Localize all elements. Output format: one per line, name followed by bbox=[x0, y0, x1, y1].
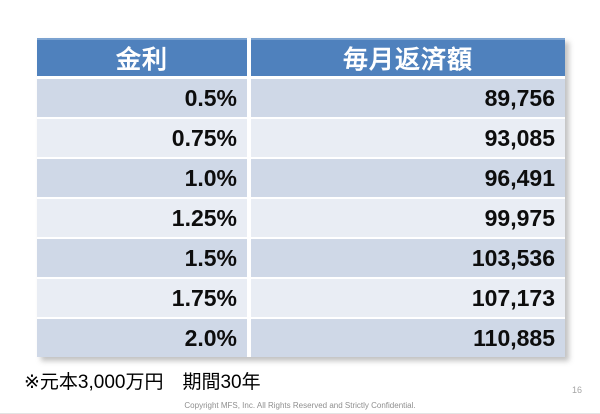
copyright-text: Copyright MFS, Inc. All Rights Reserved … bbox=[184, 401, 416, 410]
column-divider bbox=[247, 38, 251, 76]
header-payment: 毎月返済額 bbox=[251, 38, 565, 76]
table-row: 1.25% 99,975 bbox=[37, 199, 565, 237]
rate-cell: 0.75% bbox=[37, 119, 247, 157]
table-row: 2.0% 110,885 bbox=[37, 319, 565, 357]
page-number: 16 bbox=[571, 385, 582, 395]
table-row: 1.75% 107,173 bbox=[37, 279, 565, 317]
table-body: 0.5% 89,756 0.75% 93,085 1.0% 96,491 1.2… bbox=[37, 79, 565, 357]
table-row: 1.0% 96,491 bbox=[37, 159, 565, 197]
footnote: ※元本3,000万円 期間30年 bbox=[24, 372, 261, 393]
column-divider bbox=[247, 199, 251, 237]
payment-cell: 99,975 bbox=[251, 199, 565, 237]
column-divider bbox=[247, 119, 251, 157]
payment-cell: 103,536 bbox=[251, 239, 565, 277]
payment-cell: 89,756 bbox=[251, 79, 565, 117]
payment-cell: 96,491 bbox=[251, 159, 565, 197]
column-divider bbox=[247, 79, 251, 117]
rate-cell: 0.5% bbox=[37, 79, 247, 117]
column-divider bbox=[247, 279, 251, 317]
rate-cell: 1.5% bbox=[37, 239, 247, 277]
header-rate: 金利 bbox=[37, 38, 247, 76]
loan-repayment-table: 金利 毎月返済額 0.5% 89,756 0.75% 93,085 1.0% 9… bbox=[37, 38, 565, 357]
rate-cell: 2.0% bbox=[37, 319, 247, 357]
table-row: 0.5% 89,756 bbox=[37, 79, 565, 117]
table-header-row: 金利 毎月返済額 bbox=[37, 38, 565, 76]
payment-cell: 93,085 bbox=[251, 119, 565, 157]
table-row: 1.5% 103,536 bbox=[37, 239, 565, 277]
rate-cell: 1.75% bbox=[37, 279, 247, 317]
column-divider bbox=[247, 239, 251, 277]
payment-cell: 107,173 bbox=[251, 279, 565, 317]
table-row: 0.75% 93,085 bbox=[37, 119, 565, 157]
rate-cell: 1.25% bbox=[37, 199, 247, 237]
rate-cell: 1.0% bbox=[37, 159, 247, 197]
column-divider bbox=[247, 319, 251, 357]
column-divider bbox=[247, 159, 251, 197]
payment-cell: 110,885 bbox=[251, 319, 565, 357]
